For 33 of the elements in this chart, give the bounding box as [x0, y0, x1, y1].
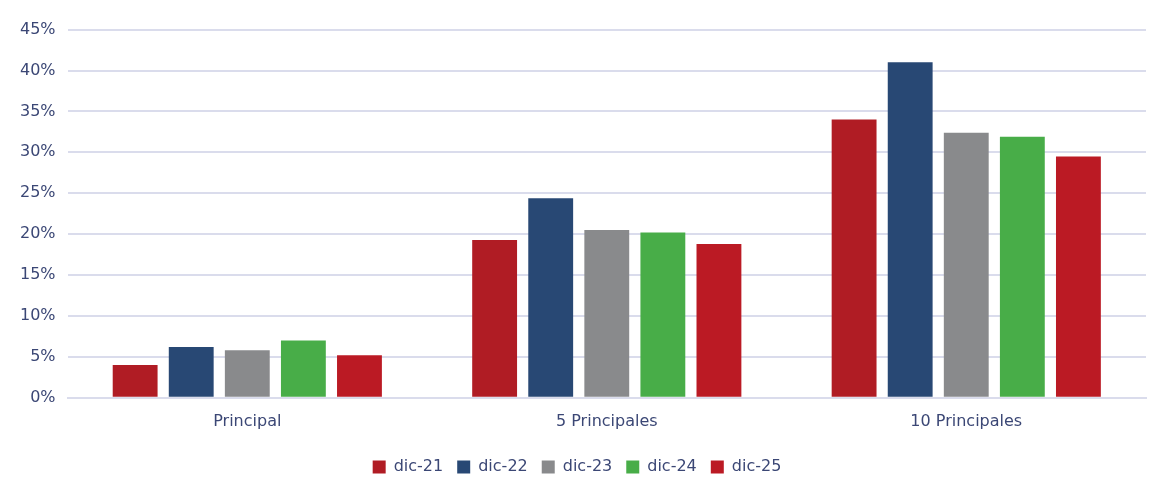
- y-tick-label: 30%: [20, 141, 56, 161]
- bar: [943, 132, 989, 397]
- bar: [1055, 156, 1101, 397]
- bar: [224, 350, 270, 397]
- bar: [337, 355, 382, 397]
- legend-label: dic-25: [731, 456, 782, 476]
- bar: [584, 230, 630, 397]
- y-tick-label: 25%: [20, 182, 56, 202]
- x-tick-label: 10 Principales: [910, 410, 1023, 430]
- legend-label: dic-23: [562, 456, 613, 476]
- y-tick-label: 45%: [20, 18, 56, 38]
- bar: [168, 347, 214, 397]
- bar: [831, 119, 877, 397]
- bar: [280, 340, 326, 397]
- x-tick-label: Principal: [213, 410, 282, 430]
- legend-label: dic-22: [478, 456, 528, 476]
- bar: [640, 232, 686, 397]
- bar: [528, 198, 574, 397]
- y-tick-label: 40%: [20, 59, 56, 79]
- legend-label: dic-24: [647, 456, 697, 476]
- bar: [696, 243, 742, 397]
- y-tick-label: 15%: [20, 264, 56, 284]
- y-tick-label: 35%: [20, 100, 56, 120]
- y-tick-label: 10%: [20, 305, 56, 325]
- bar: [112, 365, 158, 397]
- legend-label: dic-21: [393, 456, 444, 476]
- x-tick-label: 5 Principales: [555, 410, 658, 430]
- bar: [999, 136, 1045, 397]
- y-tick-label: 5%: [30, 346, 56, 366]
- bar: [887, 62, 933, 397]
- y-tick-label: 0%: [30, 386, 56, 406]
- y-tick-label: 20%: [20, 223, 56, 243]
- bar: [472, 239, 518, 397]
